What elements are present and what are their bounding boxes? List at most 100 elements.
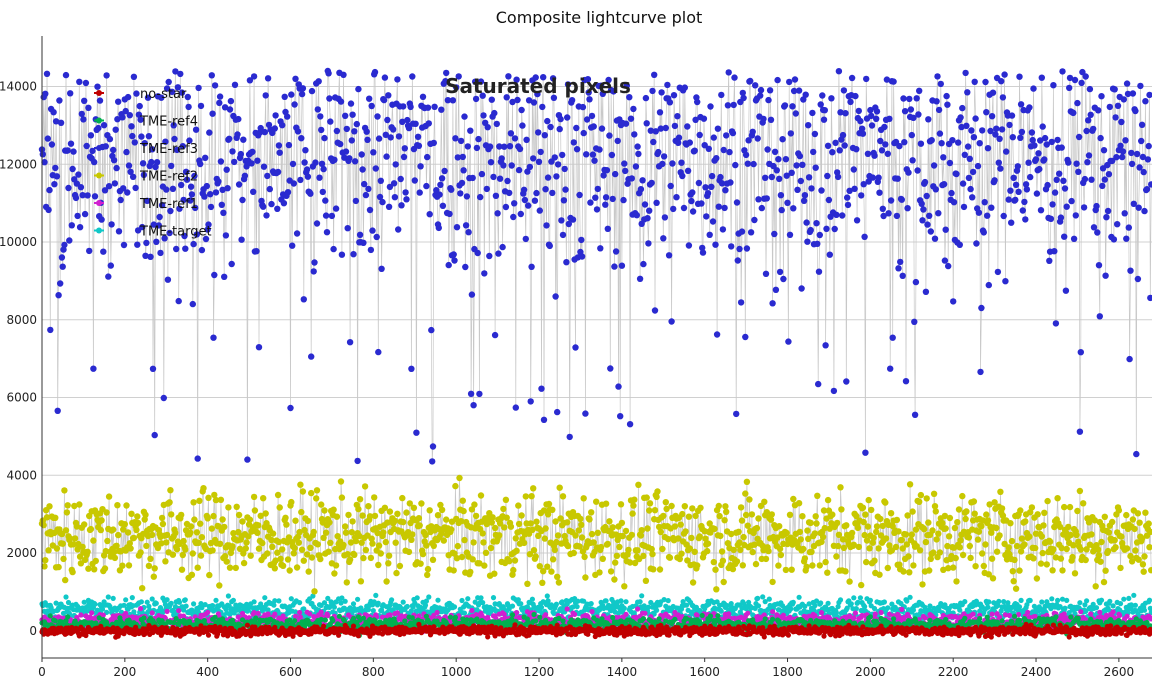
data-point-TME-ref4 bbox=[292, 618, 298, 624]
data-point-TME-target bbox=[1062, 605, 1068, 611]
data-point-TME-target bbox=[835, 604, 841, 610]
data-point-TME-target bbox=[191, 601, 197, 607]
data-point-TME-ref4 bbox=[409, 615, 415, 621]
data-point-TME-target bbox=[321, 600, 328, 606]
data-point-TME-target bbox=[907, 594, 913, 600]
data-point-TME-target bbox=[802, 603, 808, 609]
data-point-TME-target bbox=[718, 608, 724, 614]
data-point-TME-ref4 bbox=[212, 614, 218, 620]
data-point-TME-target bbox=[986, 599, 992, 605]
data-point-no-star bbox=[785, 632, 792, 638]
data-point-TME-target bbox=[1082, 602, 1088, 608]
data-point-TME-ref4 bbox=[672, 616, 678, 622]
data-point-TME-ref1 bbox=[878, 609, 884, 616]
data-point-TME-target bbox=[490, 595, 497, 601]
data-point-TME-target bbox=[1126, 595, 1132, 602]
data-point-TME-ref1 bbox=[83, 613, 89, 619]
data-point-TME-target bbox=[1141, 607, 1148, 613]
data-point-TME-ref4 bbox=[648, 618, 654, 624]
data-point-TME-target bbox=[251, 599, 257, 605]
data-point-TME-ref4 bbox=[537, 614, 543, 620]
data-point-TME-target bbox=[1016, 604, 1023, 610]
data-point-TME-target bbox=[131, 609, 137, 615]
data-point-TME-ref4 bbox=[984, 614, 990, 620]
data-point-TME-target bbox=[121, 602, 127, 608]
data-point-TME-ref1 bbox=[469, 607, 475, 614]
data-point-TME-ref1 bbox=[307, 611, 313, 617]
data-point-TME-target bbox=[603, 598, 609, 604]
data-point-TME-target bbox=[1027, 597, 1033, 604]
data-point-TME-ref1 bbox=[394, 610, 400, 616]
data-point-TME-target bbox=[654, 607, 660, 613]
data-point-TME-ref4 bbox=[330, 617, 336, 624]
data-point-TME-target bbox=[885, 605, 891, 611]
data-point-TME-target bbox=[957, 607, 963, 613]
data-point-TME-ref1 bbox=[318, 609, 324, 615]
data-point-TME-ref1 bbox=[922, 615, 928, 621]
data-point-TME-ref4 bbox=[65, 614, 71, 620]
data-point-TME-ref4 bbox=[173, 616, 179, 622]
data-point-TME-ref1 bbox=[997, 614, 1003, 620]
data-point-TME-target bbox=[92, 601, 98, 607]
data-point-TME-ref4 bbox=[927, 617, 933, 623]
data-point-TME-target bbox=[575, 598, 581, 604]
data-point-TME-ref1 bbox=[514, 610, 520, 616]
data-point-TME-target bbox=[544, 593, 550, 599]
data-point-TME-target bbox=[1121, 596, 1127, 602]
data-point-TME-target bbox=[271, 602, 277, 608]
data-point-TME-ref4 bbox=[683, 616, 690, 622]
data-point-TME-ref4 bbox=[715, 613, 721, 619]
data-point-TME-target bbox=[995, 602, 1001, 609]
data-point-TME-target bbox=[871, 605, 878, 612]
data-point-TME-ref4 bbox=[464, 617, 470, 623]
data-point-TME-target bbox=[833, 610, 840, 616]
data-point-TME-ref1 bbox=[635, 606, 641, 612]
data-point-TME-target bbox=[665, 598, 671, 604]
data-point-TME-ref1 bbox=[164, 608, 170, 615]
data-point-TME-target bbox=[588, 601, 594, 607]
data-point-TME-ref4 bbox=[201, 618, 207, 624]
data-point-TME-target bbox=[129, 595, 135, 601]
data-point-TME-target bbox=[339, 595, 345, 601]
data-point-TME-ref4 bbox=[63, 618, 69, 624]
data-point-TME-ref1 bbox=[970, 611, 976, 617]
data-point-TME-ref4 bbox=[336, 613, 342, 619]
data-point-TME-target bbox=[693, 604, 700, 611]
data-point-TME-ref1 bbox=[1002, 612, 1009, 618]
data-point-TME-ref4 bbox=[867, 614, 874, 620]
data-point-TME-target bbox=[461, 610, 468, 616]
data-point-no-star bbox=[336, 632, 342, 638]
data-point-TME-target bbox=[851, 595, 857, 601]
data-point-TME-ref1 bbox=[726, 611, 732, 617]
data-point-TME-target bbox=[998, 608, 1004, 614]
data-point-TME-ref4 bbox=[656, 616, 662, 622]
data-point-TME-ref4 bbox=[1011, 613, 1018, 619]
data-point-TME-target bbox=[168, 600, 174, 607]
data-point-TME-ref4 bbox=[770, 616, 776, 623]
data-point-TME-target bbox=[1059, 596, 1066, 602]
data-point-TME-target bbox=[202, 602, 208, 608]
data-point-TME-ref1 bbox=[738, 614, 744, 620]
data-point-TME-target bbox=[760, 594, 766, 600]
data-point-TME-target bbox=[538, 604, 545, 611]
data-point-TME-target bbox=[881, 599, 888, 605]
data-point-TME-target bbox=[623, 599, 629, 605]
data-point-TME-target bbox=[515, 597, 521, 603]
data-point-TME-target bbox=[862, 604, 868, 610]
data-point-TME-target bbox=[985, 604, 991, 610]
data-point-TME-ref4 bbox=[699, 612, 705, 619]
data-point-TME-target bbox=[435, 597, 441, 603]
data-point-TME-ref4 bbox=[360, 615, 366, 621]
data-point-TME-target bbox=[422, 602, 429, 608]
data-point-TME-target bbox=[611, 599, 617, 605]
data-point-TME-ref4 bbox=[1068, 614, 1074, 620]
data-point-TME-ref1 bbox=[899, 606, 905, 613]
data-point-TME-target bbox=[99, 606, 106, 612]
data-point-TME-target bbox=[225, 593, 231, 599]
data-point-TME-target bbox=[1001, 599, 1007, 605]
data-point-TME-target bbox=[183, 603, 189, 609]
data-point-TME-target bbox=[45, 608, 51, 614]
data-point-TME-target bbox=[123, 597, 129, 603]
data-point-TME-ref1 bbox=[642, 610, 648, 616]
data-point-TME-target bbox=[414, 595, 420, 601]
